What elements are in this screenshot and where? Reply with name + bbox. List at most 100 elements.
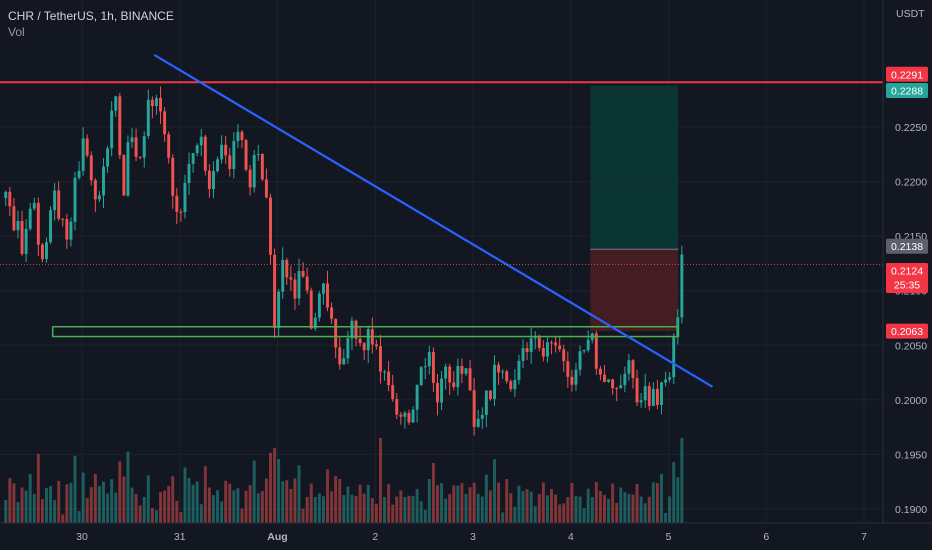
candle-body [114, 96, 118, 111]
candle-body [252, 154, 256, 188]
volume-bar [73, 455, 77, 523]
volume-bar [354, 495, 358, 523]
volume-bar [660, 474, 663, 523]
volume-bar [313, 496, 317, 523]
time-axis[interactable]: 30 31 Aug 2 3 4 5 6 7 [76, 531, 867, 543]
volume-bar [69, 482, 73, 523]
drawing-zones [590, 85, 679, 332]
volume-bar [411, 496, 415, 523]
candle-body [224, 144, 228, 156]
volume-bar [472, 482, 476, 523]
candle-body [277, 291, 281, 328]
candle-body [236, 131, 240, 142]
volume-bar [146, 475, 150, 523]
volume-bar [415, 489, 419, 523]
candle-body [203, 136, 207, 171]
candle-body [167, 134, 171, 158]
candle-body [110, 110, 114, 149]
candle-body [668, 377, 672, 380]
volume-bar [680, 438, 684, 523]
candles [4, 86, 684, 436]
symbol-title[interactable]: CHR / TetherUS, 1h, BINANCE [8, 9, 174, 23]
candle-body [269, 197, 272, 255]
volume-bar [338, 479, 342, 523]
volume-bar [533, 506, 537, 523]
volume-bar [464, 494, 468, 523]
volume-bar [171, 476, 175, 523]
volume-bar [431, 462, 435, 523]
volume-bar [24, 490, 28, 523]
volume-bar [488, 490, 492, 523]
volume-bar [484, 474, 488, 523]
candle-body [321, 283, 325, 294]
volume-bar [574, 496, 578, 523]
volume-bar [32, 493, 36, 523]
candle-body [444, 366, 448, 379]
candle-body [541, 347, 545, 357]
volume-bar [664, 513, 668, 523]
candle-body [216, 159, 220, 172]
candle-body [118, 96, 122, 156]
volume-bar [594, 481, 598, 523]
volume-bar [407, 495, 411, 523]
candle-body [24, 228, 28, 254]
candle-body [350, 320, 354, 339]
candle-body [309, 290, 313, 329]
candle-body [260, 153, 264, 180]
candle-body [264, 179, 268, 198]
candle-body [273, 254, 277, 328]
volume-bar [85, 498, 89, 523]
volume-bar [240, 508, 244, 523]
candle-body [4, 191, 8, 198]
volume-bar [639, 496, 643, 523]
volume-bar [342, 495, 346, 523]
candle-body [615, 388, 619, 390]
volume-bar [114, 492, 118, 523]
price-tag [886, 323, 928, 339]
candle-body [578, 351, 582, 370]
volume-bar [138, 505, 142, 523]
volume-bar [362, 493, 366, 523]
candle-body [163, 111, 167, 135]
candle-body [456, 366, 460, 388]
volume-bar [285, 480, 289, 523]
volume-bar [383, 497, 387, 523]
volume-bar [252, 460, 256, 523]
volume-bar [281, 481, 285, 523]
volume-legend[interactable]: Vol [8, 25, 25, 39]
candle-body [207, 170, 211, 190]
volume-bar [521, 491, 525, 523]
candle-body [558, 345, 562, 350]
volume-bar [529, 491, 533, 523]
volume-bar [228, 483, 232, 523]
candle-body [195, 145, 199, 154]
volume-bar [423, 509, 427, 523]
candle-body [73, 177, 77, 222]
candle-body [603, 374, 606, 382]
volume-bar [207, 487, 211, 523]
candle-body [464, 368, 468, 374]
candle-body [175, 195, 179, 212]
candle-body [130, 137, 134, 143]
x-tick-label: 6 [763, 531, 769, 543]
x-tick-label: 7 [861, 531, 867, 543]
volume-bar [4, 499, 8, 523]
volume-bar [676, 477, 680, 523]
volume-bar [220, 501, 224, 523]
volume-bar [647, 496, 651, 523]
candle-body [122, 155, 126, 196]
volume-bar [97, 486, 101, 523]
candle-body [81, 138, 85, 171]
volume-bar [154, 510, 158, 523]
volume-bar [179, 512, 183, 523]
volume-bar [106, 493, 110, 523]
price-tag-value: 0.2138 [891, 241, 923, 253]
stop-zone [590, 249, 679, 332]
volume-bar [187, 478, 191, 523]
candle-body [611, 379, 615, 389]
volume-bar [366, 484, 370, 523]
volume-bar [403, 497, 407, 523]
candle-body [529, 338, 533, 353]
y-tick-label: 0.2250 [895, 122, 927, 134]
